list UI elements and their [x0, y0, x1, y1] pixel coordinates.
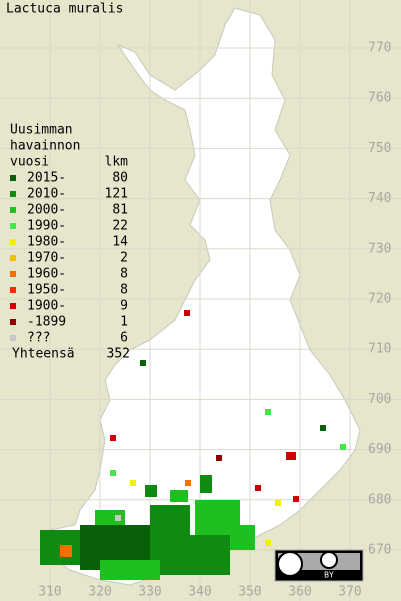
- x-tick-label: 310: [38, 585, 61, 600]
- y-tick-label: 750: [368, 141, 391, 156]
- legend-label: 1980-: [27, 235, 66, 250]
- total-count: 352: [107, 347, 130, 362]
- legend-swatch: [10, 191, 16, 197]
- legend-label: 1900-: [27, 299, 66, 314]
- y-tick-label: 680: [368, 492, 391, 507]
- legend-header: vuosi: [10, 155, 49, 170]
- total-label: Yhteensä: [12, 347, 75, 362]
- license-label: BY: [324, 571, 334, 580]
- legend-swatch: [10, 207, 16, 213]
- legend-label: 2015-: [27, 171, 66, 186]
- x-tick-label: 320: [88, 585, 111, 600]
- legend-label: 1950-: [27, 283, 66, 298]
- legend-swatch: [10, 287, 16, 293]
- legend-swatch: [10, 255, 16, 261]
- legend-swatch: [10, 303, 16, 309]
- legend-label: 1990-: [27, 219, 66, 234]
- x-tick-label: 360: [288, 585, 311, 600]
- legend-count: 121: [105, 187, 128, 202]
- legend-swatch: [10, 175, 16, 181]
- legend-label: 1970-: [27, 251, 66, 266]
- legend-count: 80: [112, 171, 128, 186]
- legend-label: 2000-: [27, 203, 66, 218]
- legend-label: ???: [27, 331, 50, 346]
- legend-header: Uusimman: [10, 123, 73, 138]
- y-tick-label: 700: [368, 392, 391, 407]
- legend-label: 2010-: [27, 187, 66, 202]
- legend-header: havainnon: [10, 139, 80, 154]
- legend-swatch: [10, 319, 16, 325]
- legend-count: 8: [120, 283, 128, 298]
- legend-count: 1: [120, 315, 128, 330]
- y-tick-label: 690: [368, 442, 391, 457]
- legend-swatch: [10, 271, 16, 277]
- y-tick-label: 740: [368, 191, 391, 206]
- x-tick-label: 370: [338, 585, 361, 600]
- license-badge: BY: [274, 549, 364, 582]
- legend-swatch: [10, 239, 16, 245]
- legend-count: 22: [112, 219, 128, 234]
- legend-label: 1960-: [27, 267, 66, 282]
- legend-count: 9: [120, 299, 128, 314]
- legend-swatch: [10, 223, 16, 229]
- y-tick-label: 710: [368, 342, 391, 357]
- y-tick-label: 770: [368, 41, 391, 56]
- legend-count: 8: [120, 267, 128, 282]
- x-tick-label: 330: [138, 585, 161, 600]
- legend-count: 2: [120, 251, 128, 266]
- y-tick-label: 720: [368, 292, 391, 307]
- x-tick-label: 350: [238, 585, 261, 600]
- legend-count: 81: [112, 203, 128, 218]
- legend-count: 14: [112, 235, 128, 250]
- y-tick-label: 760: [368, 91, 391, 106]
- legend-count: 6: [120, 331, 128, 346]
- y-tick-label: 670: [368, 543, 391, 558]
- legend-count-header: lkm: [105, 155, 129, 170]
- legend-label: -1899: [27, 315, 66, 330]
- map-title: Lactuca muralis: [6, 2, 123, 17]
- observations: [40, 310, 346, 580]
- y-tick-label: 730: [368, 241, 391, 256]
- x-tick-label: 340: [188, 585, 211, 600]
- legend-swatch: [10, 335, 16, 341]
